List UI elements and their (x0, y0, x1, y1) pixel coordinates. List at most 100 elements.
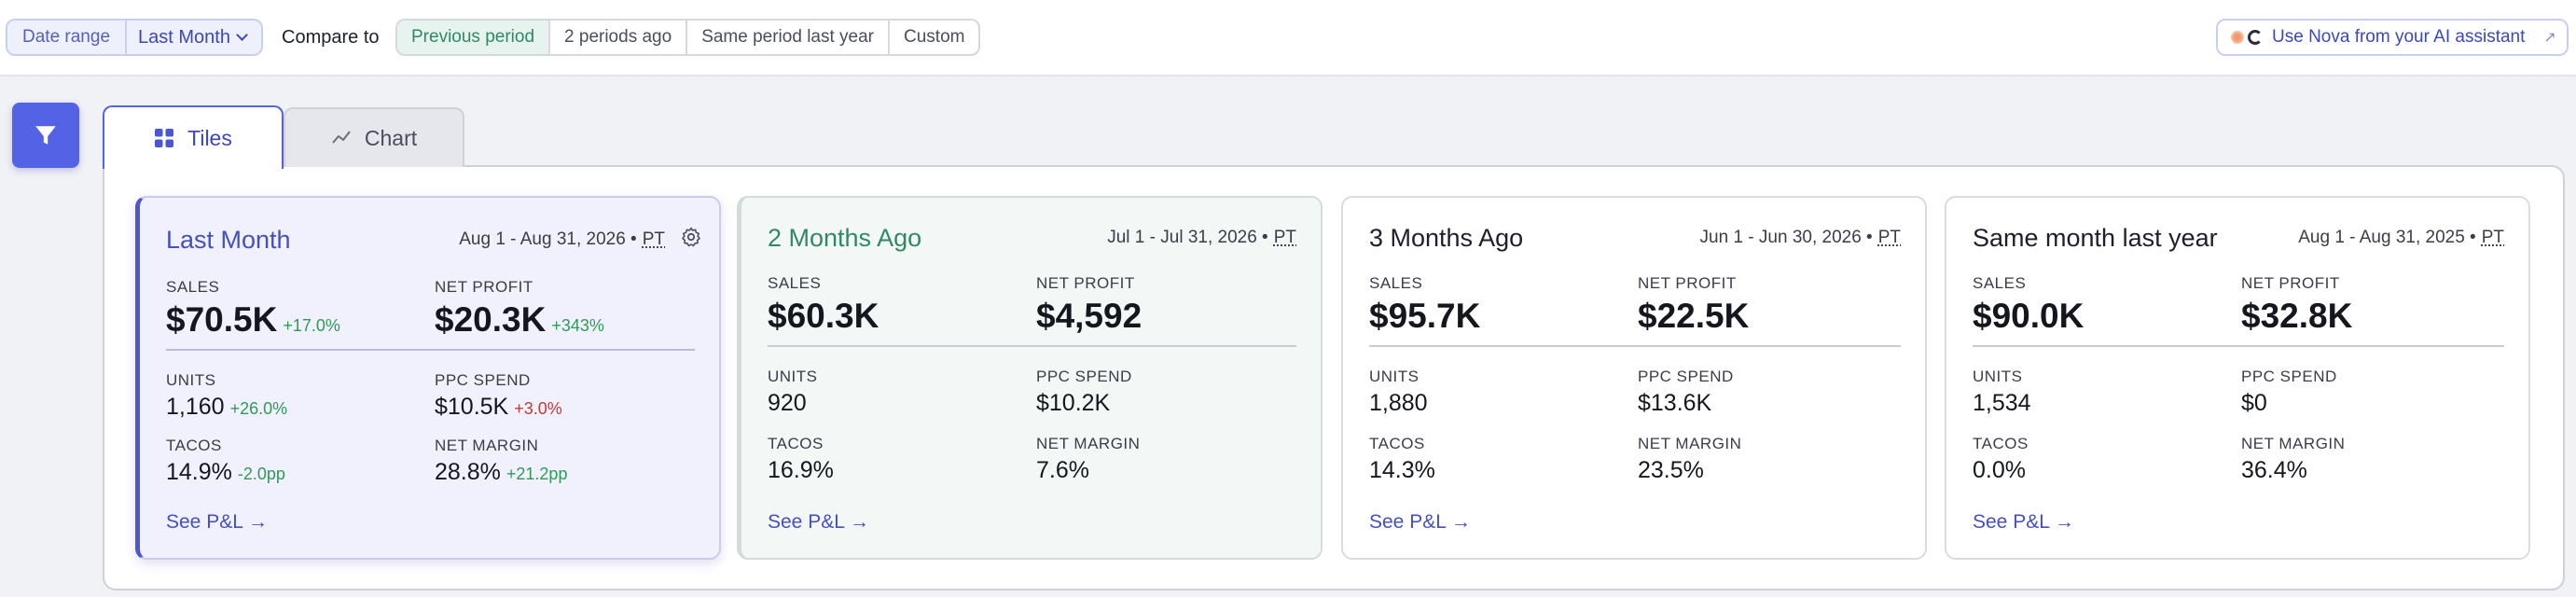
date-range-dropdown[interactable]: Last Month (127, 21, 261, 54)
see-pl-link[interactable]: See P&L → (166, 511, 268, 533)
metric-label: SALES (166, 278, 220, 296)
metric-delta: +21.2pp (506, 465, 568, 483)
metric-label: NET PROFIT (2241, 274, 2340, 292)
metric-value: $20.3K (435, 300, 547, 339)
metric-label: TACOS (768, 435, 824, 452)
metric-tacos: TACOS 0.0% (1973, 435, 2029, 484)
metric-sales: SALES $90.0K (1973, 274, 2084, 336)
metric-value: $10.2K (1036, 390, 1111, 416)
metric-label: SALES (1973, 274, 2027, 292)
date-range-value: Last Month (138, 27, 230, 48)
period-card-same-month-last-year: Same month last year Aug 1 - Aug 31, 202… (1945, 196, 2530, 560)
metric-label: UNITS (1973, 368, 2023, 385)
metric-net-profit: NET PROFIT $20.3K +343% (435, 278, 604, 340)
metric-tacos: TACOS 16.9% (768, 435, 834, 484)
period-card-3-months-ago: 3 Months Ago Jun 1 - Jun 30, 2026 • PT S… (1341, 196, 1927, 560)
metric-units: UNITS 1,880 (1369, 368, 1428, 417)
filter-button[interactable] (12, 103, 79, 168)
metric-tacos: TACOS 14.3% (1369, 435, 1435, 484)
metric-value: 16.9% (768, 457, 834, 483)
metric-label: NET PROFIT (1638, 274, 1737, 292)
card-date-range: Jun 1 - Jun 30, 2026 • PT (1700, 228, 1901, 248)
metric-delta: +343% (551, 316, 604, 335)
metric-tacos: TACOS 14.9% -2.0pp (166, 437, 285, 486)
divider (166, 349, 695, 351)
metric-ppc-spend: PPC SPEND $10.2K (1036, 368, 1132, 417)
timezone-label: PT (642, 229, 665, 249)
metric-value: 36.4% (2241, 457, 2307, 483)
card-date-range-text: Aug 1 - Aug 31, 2025 • (2298, 228, 2476, 247)
metric-value: 920 (768, 390, 807, 416)
metric-label: TACOS (1973, 435, 2029, 452)
compare-option-previous-period[interactable]: Previous period (397, 21, 551, 54)
metric-label: NET MARGIN (435, 437, 539, 454)
metric-ppc-spend: PPC SPEND $10.5K +3.0% (435, 371, 562, 421)
metric-label: SALES (1369, 274, 1423, 292)
metric-label: UNITS (768, 368, 818, 385)
card-date-range-text: Jun 1 - Jun 30, 2026 • (1699, 228, 1873, 247)
card-title: Last Month (166, 226, 291, 254)
metric-value: $60.3K (768, 297, 879, 335)
metric-value: $90.0K (1973, 297, 2084, 335)
metric-units: UNITS 1,534 (1973, 368, 2031, 417)
metric-value: 1,160 (166, 394, 225, 420)
tab-chart[interactable]: Chart (284, 107, 464, 167)
metric-sales: SALES $95.7K (1369, 274, 1480, 336)
compare-option-custom[interactable]: Custom (904, 27, 965, 47)
gear-icon[interactable] (680, 226, 702, 248)
metric-net-profit: NET PROFIT $32.8K (2241, 274, 2352, 336)
compare-option-same-period-last-year[interactable]: Same period last year (687, 21, 891, 54)
metric-label: TACOS (166, 437, 222, 454)
metric-net-margin: NET MARGIN 28.8% +21.2pp (435, 437, 567, 486)
date-range-selector: Date range Last Month (6, 19, 263, 56)
metric-value: 1,880 (1369, 390, 1428, 416)
metric-label: PPC SPEND (435, 371, 531, 389)
metric-label: PPC SPEND (1638, 368, 1734, 385)
card-date-range-text: Aug 1 - Aug 31, 2026 • (459, 229, 637, 249)
card-title: 3 Months Ago (1369, 224, 1524, 252)
card-date-range-text: Jul 1 - Jul 31, 2026 • (1107, 228, 1268, 247)
metric-value: $32.8K (2241, 297, 2353, 335)
timezone-label: PT (2481, 228, 2504, 247)
see-pl-link[interactable]: See P&L → (1973, 511, 2074, 533)
card-title: 2 Months Ago (768, 224, 922, 252)
grid-icon (155, 129, 174, 147)
metric-value: $13.6K (1638, 390, 1712, 416)
metric-value: $10.5K (435, 394, 509, 420)
date-range-label: Date range (7, 21, 128, 54)
top-toolbar: Date range Last Month Compare to Previou… (0, 0, 2576, 76)
see-pl-link[interactable]: See P&L → (768, 511, 869, 533)
timezone-label: PT (1273, 228, 1296, 247)
metric-label: NET PROFIT (1036, 274, 1135, 292)
metric-net-margin: NET MARGIN 7.6% (1036, 435, 1140, 484)
metric-net-profit: NET PROFIT $22.5K (1638, 274, 1749, 336)
chevron-down-icon (236, 29, 248, 41)
metric-value: 1,534 (1973, 390, 2031, 416)
nova-assistant-button[interactable]: Use Nova from your AI assistant ↗ (2216, 19, 2569, 56)
metric-delta: +17.0% (283, 316, 340, 335)
metric-delta: +26.0% (229, 399, 288, 418)
compare-label: Compare to (282, 27, 380, 48)
period-card-last-month: Last Month Aug 1 - Aug 31, 2026 • PT SAL… (135, 196, 721, 560)
metric-value: 0.0% (1973, 457, 2026, 483)
metric-label: NET PROFIT (435, 278, 533, 296)
metric-value: 28.8% (435, 459, 501, 485)
filter-icon (35, 126, 56, 145)
timezone-label: PT (1877, 228, 1901, 247)
tab-chart-label: Chart (364, 125, 418, 150)
metric-value: $4,592 (1036, 297, 1143, 335)
see-pl-link[interactable]: See P&L → (1369, 511, 1471, 533)
metric-label: NET MARGIN (2241, 435, 2346, 452)
metric-net-margin: NET MARGIN 36.4% (2241, 435, 2345, 484)
metric-label: UNITS (1369, 368, 1420, 385)
divider (1369, 345, 1901, 347)
metric-value: 7.6% (1036, 457, 1089, 483)
metric-value: 14.9% (166, 459, 232, 485)
metric-ppc-spend: PPC SPEND $0 (2241, 368, 2337, 417)
compare-option-2-periods-ago[interactable]: 2 periods ago (550, 21, 688, 54)
tab-tiles[interactable]: Tiles (103, 105, 284, 169)
metric-label: TACOS (1369, 435, 1425, 452)
metric-label: NET MARGIN (1638, 435, 1742, 452)
metric-label: PPC SPEND (1036, 368, 1132, 385)
nova-assistant-label: Use Nova from your AI assistant (2272, 27, 2526, 47)
